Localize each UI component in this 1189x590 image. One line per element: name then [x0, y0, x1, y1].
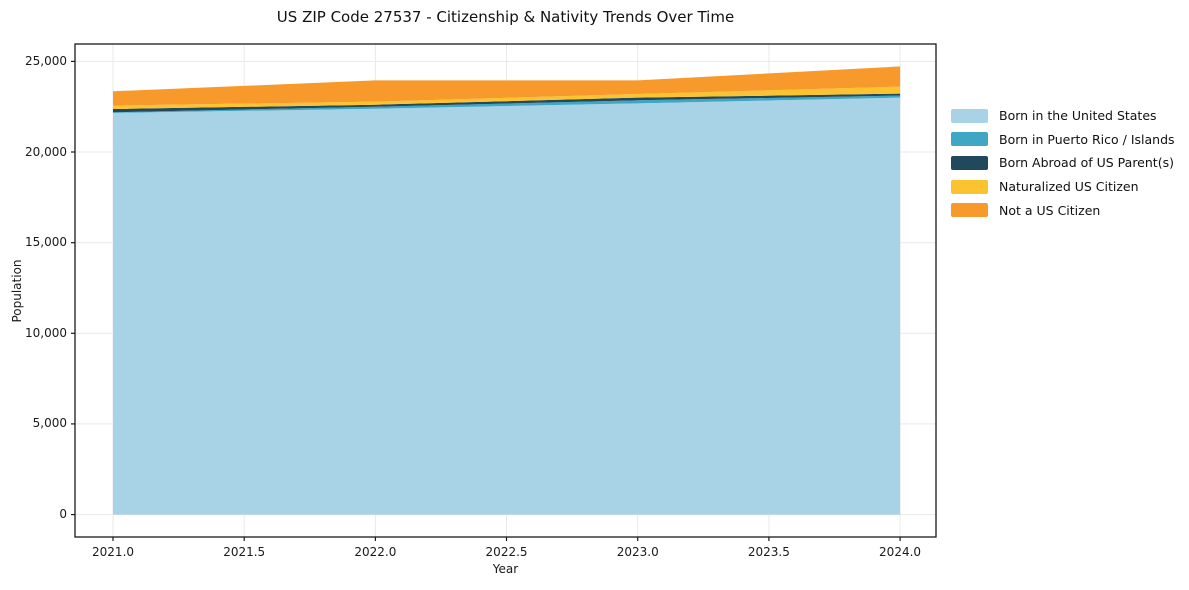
x-axis-label: Year [492, 562, 519, 576]
legend-swatch-icon [951, 203, 988, 218]
area-series-group [113, 66, 901, 515]
legend-item: Born Abroad of US Parent(s) [951, 151, 1175, 175]
area-series-0 [113, 97, 901, 515]
legend-item: Born in Puerto Rico / Islands [951, 128, 1175, 152]
tick-marks [71, 60, 901, 541]
x-tick-label: 2022.0 [354, 545, 397, 559]
legend-label: Born Abroad of US Parent(s) [999, 155, 1174, 171]
y-tick-label: 5,000 [32, 416, 67, 431]
legend-swatch-icon [951, 179, 988, 194]
area-series-4 [113, 66, 901, 106]
y-tick-label: 20,000 [25, 144, 67, 159]
chart-title: US ZIP Code 27537 - Citizenship & Nativi… [276, 8, 735, 26]
area-series-3 [113, 86, 901, 109]
y-tick-label: 15,000 [25, 235, 67, 250]
legend-label: Not a US Citizen [999, 202, 1101, 218]
legend-item: Not a US Citizen [951, 198, 1175, 222]
x-tick-label: 2021.0 [92, 545, 135, 559]
x-tick-label: 2021.5 [223, 545, 266, 559]
legend-label: Naturalized US Citizen [999, 179, 1139, 195]
y-tick-label: 25,000 [25, 53, 67, 68]
x-tick-label: 2022.5 [485, 545, 528, 559]
y-tick-label: 0 [59, 507, 67, 522]
area-series-2 [113, 93, 901, 113]
legend-item: Born in the United States [951, 104, 1175, 128]
y-tick-label: 10,000 [25, 325, 67, 340]
legend-swatch-icon [951, 132, 988, 147]
legend-label: Born in Puerto Rico / Islands [999, 131, 1175, 147]
legend-swatch-icon [951, 155, 988, 170]
y-axis-label: Population [10, 259, 24, 323]
x-tick-label: 2024.0 [879, 545, 922, 559]
plot-border [74, 43, 937, 538]
x-tick-label: 2023.5 [747, 545, 790, 559]
legend-label: Born in the United States [999, 108, 1157, 124]
legend-swatch-icon [951, 108, 988, 123]
x-tick-label: 2023.0 [616, 545, 659, 559]
legend: Born in the United States Born in Puerto … [951, 104, 1175, 222]
area-series-1 [113, 95, 901, 113]
legend-item: Naturalized US Citizen [951, 175, 1175, 199]
